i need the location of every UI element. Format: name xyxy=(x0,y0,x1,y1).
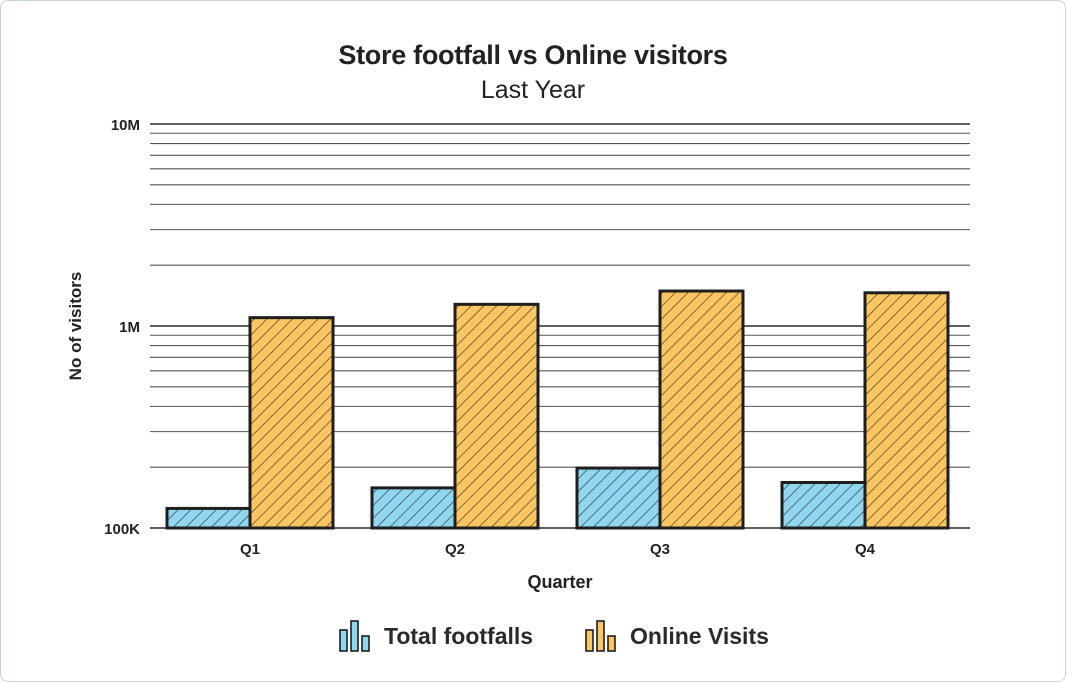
y-axis-label: No of visitors xyxy=(66,272,85,381)
bar-hatch xyxy=(865,292,948,528)
x-tick-label: Q2 xyxy=(445,541,465,558)
y-tick-label: 10M xyxy=(111,117,140,134)
legend: Total footfalls Online Visits xyxy=(0,616,1066,656)
legend-label: Total footfalls xyxy=(384,622,534,649)
legend-icon-bar xyxy=(361,635,370,652)
y-tick-label: 1M xyxy=(119,319,140,336)
bar-outline xyxy=(658,289,745,530)
legend-item-online-visits: Online Visits xyxy=(584,616,769,656)
y-tick-label: 100K xyxy=(104,521,140,538)
legend-icon-bar xyxy=(350,620,359,652)
bar-hatch xyxy=(660,291,743,528)
bar-hatch xyxy=(167,508,250,528)
legend-label: Online Visits xyxy=(630,622,769,649)
bars xyxy=(165,289,950,530)
bar-hatch xyxy=(782,482,865,528)
chart-title: Store footfall vs Online visitors xyxy=(338,40,728,70)
legend-icon-bar xyxy=(596,620,605,652)
x-axis-label: Quarter xyxy=(527,572,592,592)
x-axis-ticks: Q1 Q2 Q3 Q4 xyxy=(240,541,876,558)
bar-hatch xyxy=(455,304,538,528)
y-axis-ticks: 100K 1M 10M xyxy=(104,117,140,538)
legend-item-total-footfalls: Total footfalls xyxy=(338,616,533,656)
legend-icon-bar xyxy=(585,629,594,652)
chart-plot: 100K 1M 10M Q1 Q2 Q3 Q4 No of visitors Quarte… xyxy=(66,117,970,592)
bar-hatch xyxy=(250,317,333,528)
bar-hatch xyxy=(577,468,660,528)
bar-outline xyxy=(453,302,540,530)
legend-icon-bar xyxy=(607,635,616,652)
x-tick-label: Q1 xyxy=(240,541,260,558)
chart-subtitle: Last Year xyxy=(480,76,586,104)
x-tick-label: Q3 xyxy=(650,541,670,558)
bar-chart-icon xyxy=(339,620,370,652)
bar-hatch xyxy=(372,487,455,528)
x-tick-label: Q4 xyxy=(855,541,876,558)
bar-outline xyxy=(863,291,950,530)
bar-chart-icon xyxy=(585,620,616,652)
legend-icon-bar xyxy=(339,629,348,652)
bar-outline xyxy=(248,316,335,530)
